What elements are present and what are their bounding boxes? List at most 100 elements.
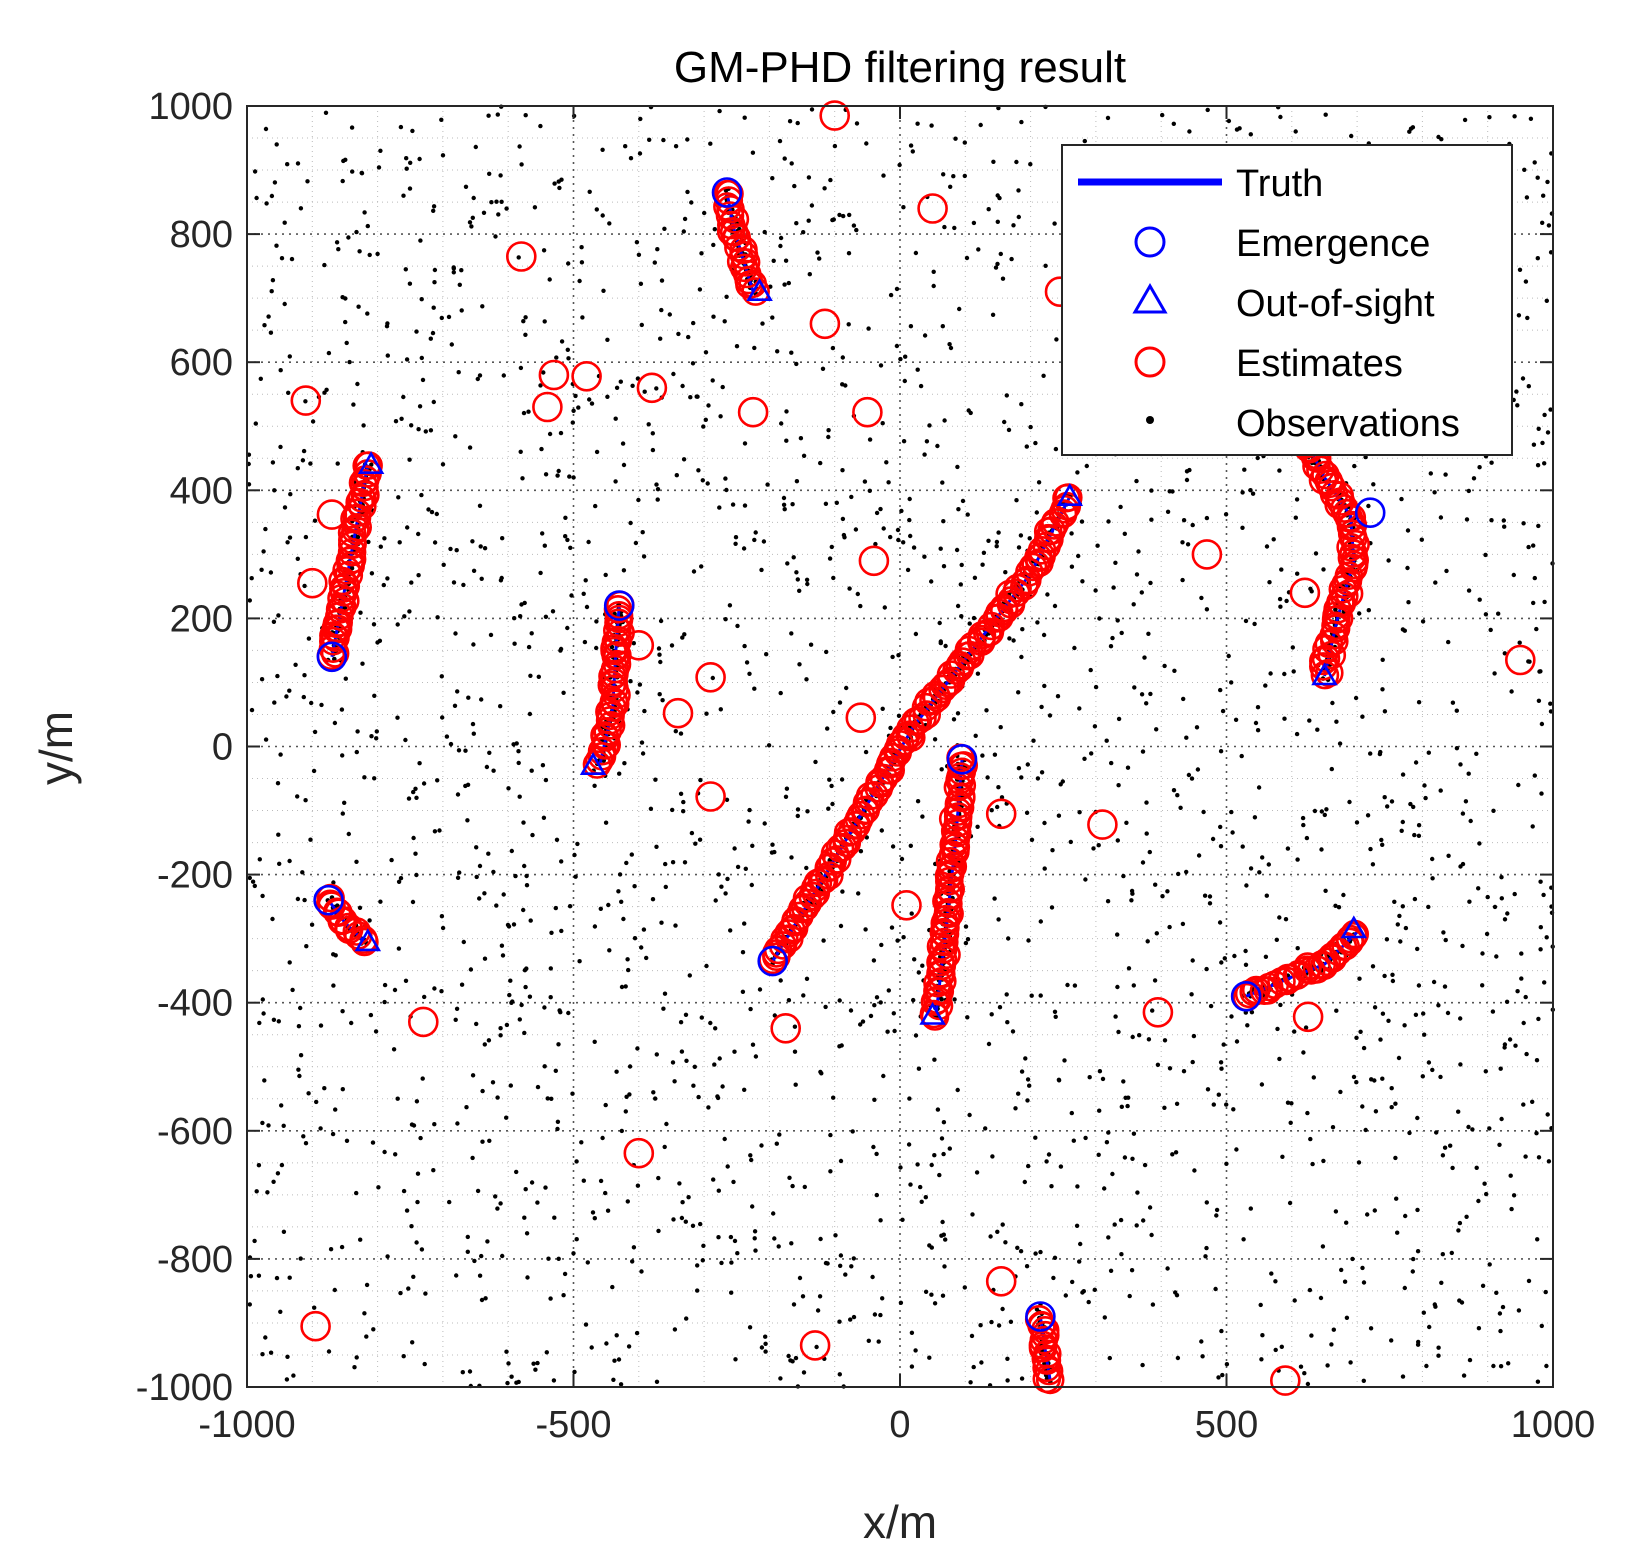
observation-point [809, 107, 815, 112]
observation-point [663, 861, 668, 867]
observation-point [1386, 1018, 1391, 1023]
observation-point [1052, 1255, 1058, 1261]
observation-point [749, 882, 754, 888]
observation-point [878, 363, 884, 368]
observation-point [1423, 795, 1428, 801]
observation-point [626, 967, 631, 973]
observation-point [941, 564, 947, 569]
observation-point [398, 1290, 403, 1296]
observation-point [728, 1234, 734, 1240]
observation-point [322, 1086, 327, 1091]
observation-point [559, 339, 565, 344]
observation-point [590, 1210, 596, 1215]
observation-point [1045, 592, 1050, 597]
observation-point [673, 729, 678, 734]
observation-point [474, 874, 479, 880]
observation-point [621, 462, 627, 468]
observation-point [992, 896, 997, 901]
observation-point [1233, 717, 1239, 722]
observation-point [1054, 337, 1059, 342]
observation-point [1199, 595, 1204, 601]
observation-point [1303, 1025, 1309, 1030]
observation-point [1204, 515, 1210, 521]
observation-point [252, 883, 257, 889]
observation-point [420, 377, 426, 383]
estimate-marker [720, 205, 750, 234]
observation-point [942, 418, 947, 423]
observation-point [1320, 1244, 1326, 1249]
observation-point [1248, 132, 1254, 137]
observation-point [1308, 1136, 1313, 1142]
observation-point [1322, 812, 1328, 818]
observation-point [742, 921, 747, 926]
emergence-marker [1354, 497, 1386, 529]
observation-point [625, 1199, 630, 1204]
observation-point [947, 1146, 952, 1151]
observation-point [435, 778, 440, 783]
observation-point [691, 320, 696, 326]
estimate-marker [770, 1013, 802, 1044]
observation-point [566, 1010, 571, 1016]
observation-point [696, 1094, 701, 1100]
observation-point [384, 324, 390, 329]
observation-point [473, 144, 478, 150]
observation-point [1491, 808, 1496, 813]
observation-point [1535, 1237, 1540, 1242]
observation-point [522, 600, 527, 606]
observation-point [1285, 1100, 1291, 1105]
observation-point [761, 539, 767, 544]
out-of-sight-marker [1056, 483, 1084, 507]
observation-point [524, 873, 529, 879]
observation-point [958, 582, 963, 587]
observation-point [781, 495, 787, 501]
observation-point [853, 527, 859, 532]
observation-point [276, 613, 281, 618]
observation-point [1220, 1372, 1225, 1378]
observation-point [1004, 992, 1009, 997]
observation-point [1255, 728, 1261, 733]
observation-point [920, 963, 925, 968]
observation-point [702, 210, 707, 216]
observation-point [416, 531, 421, 537]
observation-point [1390, 972, 1395, 977]
observation-point [1442, 984, 1448, 989]
observations-layer [246, 104, 1556, 1389]
legend-observations-swatch [1146, 416, 1154, 424]
observation-point [431, 1168, 436, 1173]
observation-point [962, 140, 967, 145]
observation-point [943, 1237, 948, 1242]
observation-point [757, 987, 763, 992]
observation-point [254, 195, 259, 201]
observation-point [314, 1099, 319, 1105]
observation-point [506, 1361, 511, 1366]
observation-point [556, 1256, 561, 1262]
observation-point [776, 1244, 781, 1249]
observation-point [1389, 799, 1395, 804]
observation-point [1096, 843, 1101, 848]
observation-point [455, 689, 460, 694]
observation-point [742, 643, 747, 649]
observation-point [1171, 788, 1177, 793]
observation-point [671, 371, 676, 377]
observation-point [624, 860, 629, 866]
observation-point [486, 113, 491, 118]
observation-point [480, 1139, 485, 1144]
observation-point [1464, 517, 1470, 522]
emergence-marker [313, 884, 344, 916]
observation-point [728, 928, 733, 933]
observation-point [850, 1129, 855, 1134]
observation-point [735, 864, 741, 870]
observation-point [542, 1005, 547, 1010]
observation-point [711, 1177, 716, 1182]
observation-point [465, 1234, 470, 1240]
estimate-marker [920, 1002, 950, 1031]
observation-point [535, 1084, 541, 1090]
observation-point [575, 841, 580, 847]
observation-point [257, 857, 262, 862]
observation-point [326, 1349, 332, 1354]
observation-point [1282, 671, 1287, 677]
observation-point [272, 488, 277, 493]
observation-point [322, 262, 327, 268]
observation-point [416, 427, 421, 432]
estimate-marker [695, 781, 726, 812]
